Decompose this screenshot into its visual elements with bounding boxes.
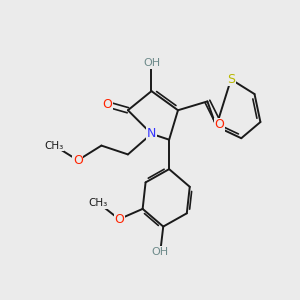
Text: N: N (147, 127, 156, 140)
Text: OH: OH (152, 247, 169, 256)
Text: O: O (114, 213, 124, 226)
Text: S: S (227, 73, 235, 86)
Text: OH: OH (143, 58, 160, 68)
Text: CH₃: CH₃ (45, 141, 64, 151)
Text: O: O (214, 118, 224, 131)
Text: CH₃: CH₃ (89, 198, 108, 208)
Text: O: O (102, 98, 112, 111)
Text: O: O (73, 154, 83, 167)
